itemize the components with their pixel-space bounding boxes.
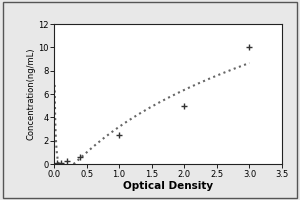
X-axis label: Optical Density: Optical Density	[123, 181, 213, 191]
Y-axis label: Concentration(ng/mL): Concentration(ng/mL)	[26, 48, 35, 140]
